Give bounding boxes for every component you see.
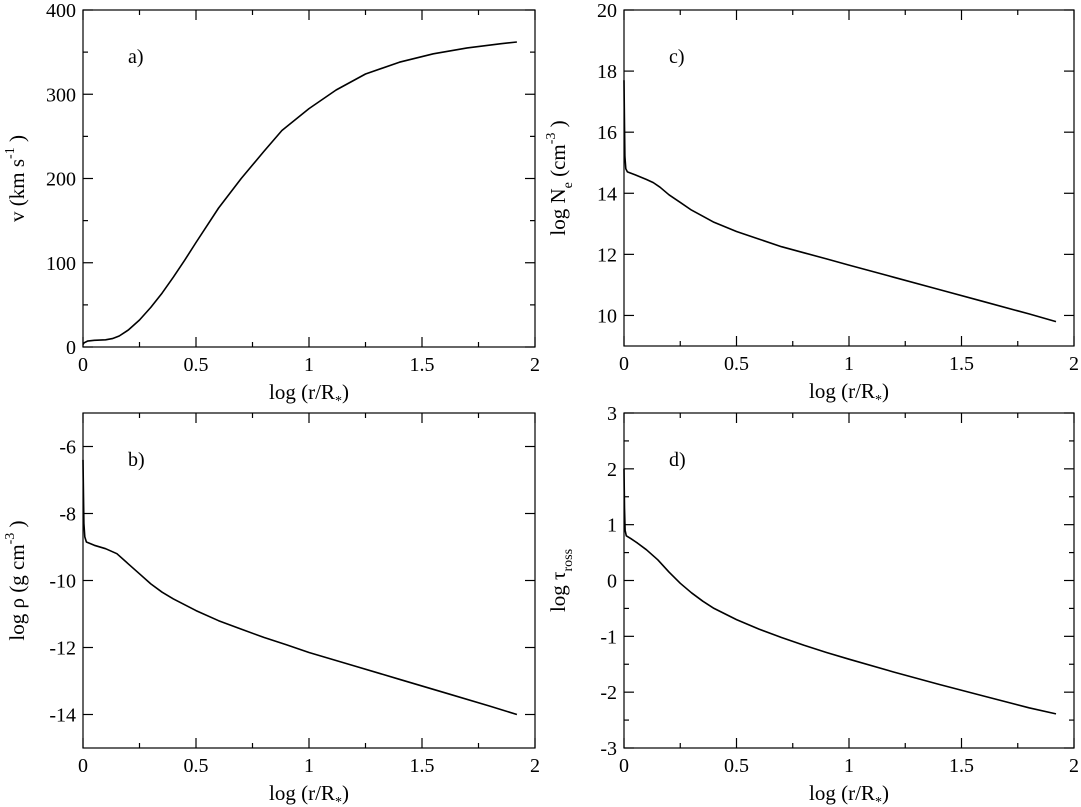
- y-tick-label: -2: [600, 682, 617, 704]
- x-tick-label: 1.5: [410, 354, 435, 376]
- plot-frame: [623, 9, 1075, 347]
- x-tick-label: 0.5: [184, 755, 209, 777]
- x-axis-label: log (r/R*): [809, 781, 889, 807]
- y-tick-label: -6: [59, 437, 76, 459]
- y-tick-label: 0: [607, 571, 617, 593]
- series-line: [623, 80, 1057, 323]
- x-tick-label: 2: [530, 354, 540, 376]
- x-tick-label: 1: [304, 354, 314, 376]
- y-tick-label: 1: [607, 515, 617, 537]
- x-axis-label: log (r/R*): [269, 380, 349, 409]
- y-tick-label: 10: [597, 305, 617, 327]
- y-tick-label: 0: [66, 337, 76, 359]
- series-line: [623, 468, 1057, 715]
- x-tick-label: 0: [78, 354, 88, 376]
- y-tick-label: 16: [597, 122, 617, 144]
- x-tick-label: 1.5: [949, 353, 974, 375]
- y-tick-label: 2: [607, 459, 617, 481]
- y-tick-label: 12: [597, 244, 617, 266]
- x-tick-label: 2: [1069, 353, 1079, 375]
- x-tick-label: 1: [844, 353, 854, 375]
- y-tick-label: -3: [600, 738, 617, 760]
- x-tick-label: 1: [304, 755, 314, 777]
- x-tick-label: 0.5: [184, 354, 209, 376]
- x-tick-label: 0.5: [724, 755, 749, 777]
- x-tick-label: 2: [530, 755, 540, 777]
- y-tick-label: 18: [597, 61, 617, 83]
- x-axis-label: log (r/R*): [269, 781, 349, 807]
- panel-a: 0 0.5 1 1.5 2 0 100 200 300 400 a) log (r/R*) v (km …: [3, 0, 540, 409]
- panel-d: 0 0.5 1 1.5 2 -3 -2 -1 0 1 2 3 d) log (r/R*) log τross: [546, 403, 1079, 807]
- x-axis-label: log (r/R*): [809, 379, 889, 408]
- x-tick-label: 1: [844, 755, 854, 777]
- y-tick-label: -1: [600, 626, 617, 648]
- y-tick-label: 3: [607, 403, 617, 425]
- plot-frame: [82, 9, 536, 348]
- y-tick-label: 200: [46, 169, 76, 191]
- y-axis-label: log τross: [546, 549, 576, 612]
- y-tick-label: 300: [46, 84, 76, 106]
- x-tick-label: 0: [78, 755, 88, 777]
- panel-label: c): [669, 46, 685, 68]
- x-tick-label: 1.5: [949, 755, 974, 777]
- x-tick-label: 0: [619, 755, 629, 777]
- series-line: [82, 41, 517, 345]
- y-tick-label: 14: [597, 183, 617, 205]
- x-tick-label: 1.5: [410, 755, 435, 777]
- x-tick-label: 2: [1069, 755, 1079, 777]
- panel-label: b): [128, 449, 145, 471]
- y-tick-label: -8: [59, 504, 76, 526]
- panel-b: 0 0.5 1 1.5 2 -14 -12 -10 -8 -6 b) log (r/R*) log ρ …: [3, 412, 540, 807]
- plot-frame: [623, 412, 1075, 749]
- plot-frame: [82, 412, 536, 749]
- y-axis-label: log Ne (cm-3 ): [544, 120, 576, 235]
- y-tick-label: 100: [46, 253, 76, 275]
- y-axis-label: v (km s-1 ): [3, 135, 29, 222]
- series-line: [82, 459, 518, 716]
- y-tick-label: 400: [46, 0, 76, 22]
- x-tick-label: 0.5: [724, 353, 749, 375]
- panel-label: a): [128, 46, 144, 68]
- panel-label: d): [669, 449, 686, 471]
- y-tick-label: -10: [49, 571, 76, 593]
- y-tick-label: -12: [49, 638, 76, 660]
- panel-c: 0 0.5 1 1.5 2 10 12 14 16 18 20 c) log (r/R*) log Ne …: [544, 0, 1079, 408]
- x-tick-label: 0: [619, 353, 629, 375]
- y-tick-label: 20: [597, 0, 617, 22]
- y-tick-label: -14: [49, 705, 76, 727]
- y-axis-label: log ρ (g cm-3 ): [3, 520, 29, 640]
